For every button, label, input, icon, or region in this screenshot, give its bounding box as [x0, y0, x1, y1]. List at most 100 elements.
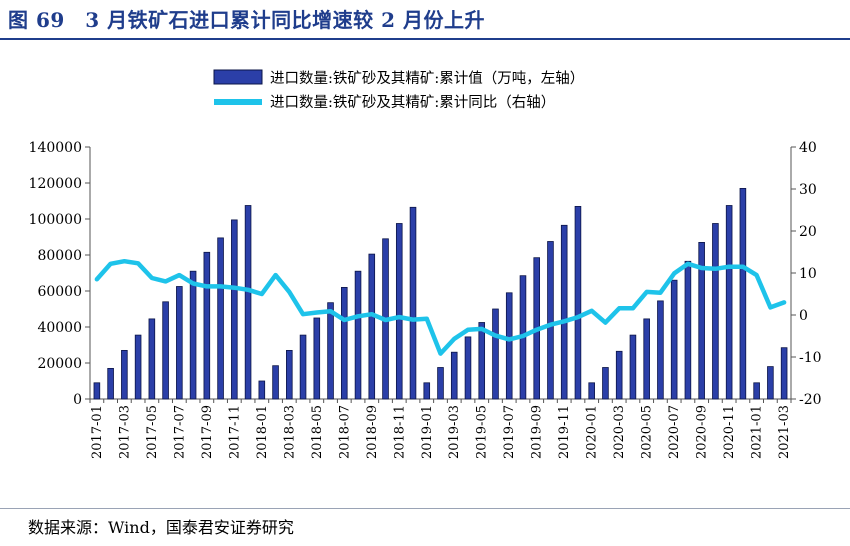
bar [602, 367, 609, 400]
chart-container: 进口数量:铁矿砂及其精矿:累计值（万吨，左轴） 进口数量:铁矿砂及其精矿:累计同… [0, 40, 850, 508]
y-left-tick-label: 80000 [37, 248, 82, 264]
bar [767, 366, 774, 400]
bar [340, 286, 348, 400]
bar [272, 365, 279, 400]
y-left-tick-label: 20000 [37, 356, 82, 372]
x-tick-label: 2018-11 [392, 405, 407, 459]
bar [217, 237, 224, 400]
y-left-tick-label: 140000 [29, 140, 82, 156]
x-tick-label: 2020-11 [722, 405, 737, 459]
bar [189, 270, 197, 400]
x-tick-label: 2018-03 [282, 405, 297, 459]
line-series [94, 258, 787, 356]
data-source: 数据来源：Wind，国泰君安证券研究 [28, 518, 294, 537]
y-right-tick-label: 10 [799, 266, 817, 282]
bar [244, 205, 252, 400]
bar [162, 301, 169, 400]
bar [450, 351, 458, 400]
x-tick-label: 2019-09 [530, 405, 545, 459]
combo-chart: 进口数量:铁矿砂及其精矿:累计值（万吨，左轴） 进口数量:铁矿砂及其精矿:累计同… [29, 69, 822, 459]
bar [327, 302, 334, 400]
bar [409, 206, 417, 400]
bar [560, 224, 568, 400]
bar [698, 241, 705, 400]
bar [437, 367, 444, 400]
x-tick-label: 2019-07 [502, 405, 517, 459]
x-tick-label: 2017-07 [172, 405, 187, 459]
bottom-rule [0, 508, 850, 509]
y-left-tick-label: 100000 [29, 212, 82, 228]
bar [231, 219, 238, 400]
x-tick-label: 2017-03 [117, 405, 132, 459]
bar [368, 253, 376, 400]
x-tick-label: 2020-09 [695, 405, 710, 459]
bar [712, 223, 719, 400]
bar [121, 349, 128, 400]
bar [93, 382, 101, 400]
x-tick-label: 2019-05 [475, 405, 490, 459]
yoy-growth-line [94, 258, 787, 356]
bar [492, 308, 499, 400]
y-left-tick-label: 0 [73, 392, 82, 408]
x-tick-label: 2017-11 [227, 405, 242, 459]
x-tick-label: 2019-11 [557, 405, 572, 459]
x-tick-label: 2019-03 [447, 405, 462, 459]
legend-bar-label: 进口数量:铁矿砂及其精矿:累计值（万吨，左轴） [270, 70, 584, 87]
bar [588, 382, 595, 400]
bar [670, 279, 678, 400]
x-tick-label: 2019-01 [420, 405, 435, 459]
bar [615, 350, 623, 400]
legend-bar-swatch [213, 69, 263, 85]
x-tick-label: 2020-05 [640, 405, 655, 459]
bar [643, 318, 650, 400]
x-tick-label: 2017-09 [200, 405, 215, 459]
legend-line-label: 进口数量:铁矿砂及其精矿:累计同比（右轴） [270, 94, 555, 111]
bar [107, 367, 114, 400]
x-tick-label: 2018-01 [255, 405, 270, 459]
x-tick-label: 2021-03 [777, 405, 792, 459]
bar [299, 334, 307, 400]
bar [148, 318, 156, 400]
bar [203, 251, 211, 400]
x-tick-label: 2020-01 [585, 405, 600, 459]
y-right-tick-label: 0 [799, 308, 808, 324]
x-tick-label: 2021-01 [750, 405, 765, 459]
bar [505, 292, 513, 400]
bar [258, 380, 266, 400]
bar [780, 347, 788, 400]
bar [395, 223, 403, 400]
bar [464, 336, 472, 400]
bar-series [93, 187, 788, 400]
x-tick-label: 2018-05 [310, 405, 325, 459]
x-tick-label: 2018-09 [365, 405, 380, 459]
bar [286, 349, 293, 400]
bar [134, 334, 142, 400]
bar [176, 286, 183, 400]
x-tick-label: 2017-05 [145, 405, 160, 459]
bar [354, 270, 362, 400]
y-right-tick-label: -20 [799, 392, 822, 408]
bar [725, 205, 733, 400]
x-tick-label: 2020-07 [667, 405, 682, 459]
title-bar: 图 69 3 月铁矿石进口累计同比增速较 2 月份上升 [0, 0, 850, 40]
figure-title: 图 69 3 月铁矿石进口累计同比增速较 2 月份上升 [8, 8, 486, 32]
y-left-tick-label: 60000 [37, 284, 82, 300]
bar [313, 317, 321, 400]
y-right-tick-label: 40 [799, 140, 817, 156]
bar [478, 322, 486, 400]
axes: 0 20000 40000 60000 80000 100000 120000 140000 -… [29, 140, 822, 459]
y-left-tick-label: 120000 [29, 176, 82, 192]
bar [423, 382, 431, 400]
y-right-tick-label: -10 [799, 350, 822, 366]
bar [547, 241, 554, 400]
bar [629, 334, 637, 400]
bar [574, 205, 582, 400]
x-tick-label: 2018-07 [337, 405, 352, 459]
bar [684, 260, 692, 400]
bar [739, 187, 747, 400]
bar [657, 300, 664, 400]
y-right-tick-label: 20 [799, 224, 817, 240]
y-left-tick-label: 40000 [37, 320, 82, 336]
y-right-tick-label: 30 [799, 182, 817, 198]
bar [753, 382, 760, 400]
